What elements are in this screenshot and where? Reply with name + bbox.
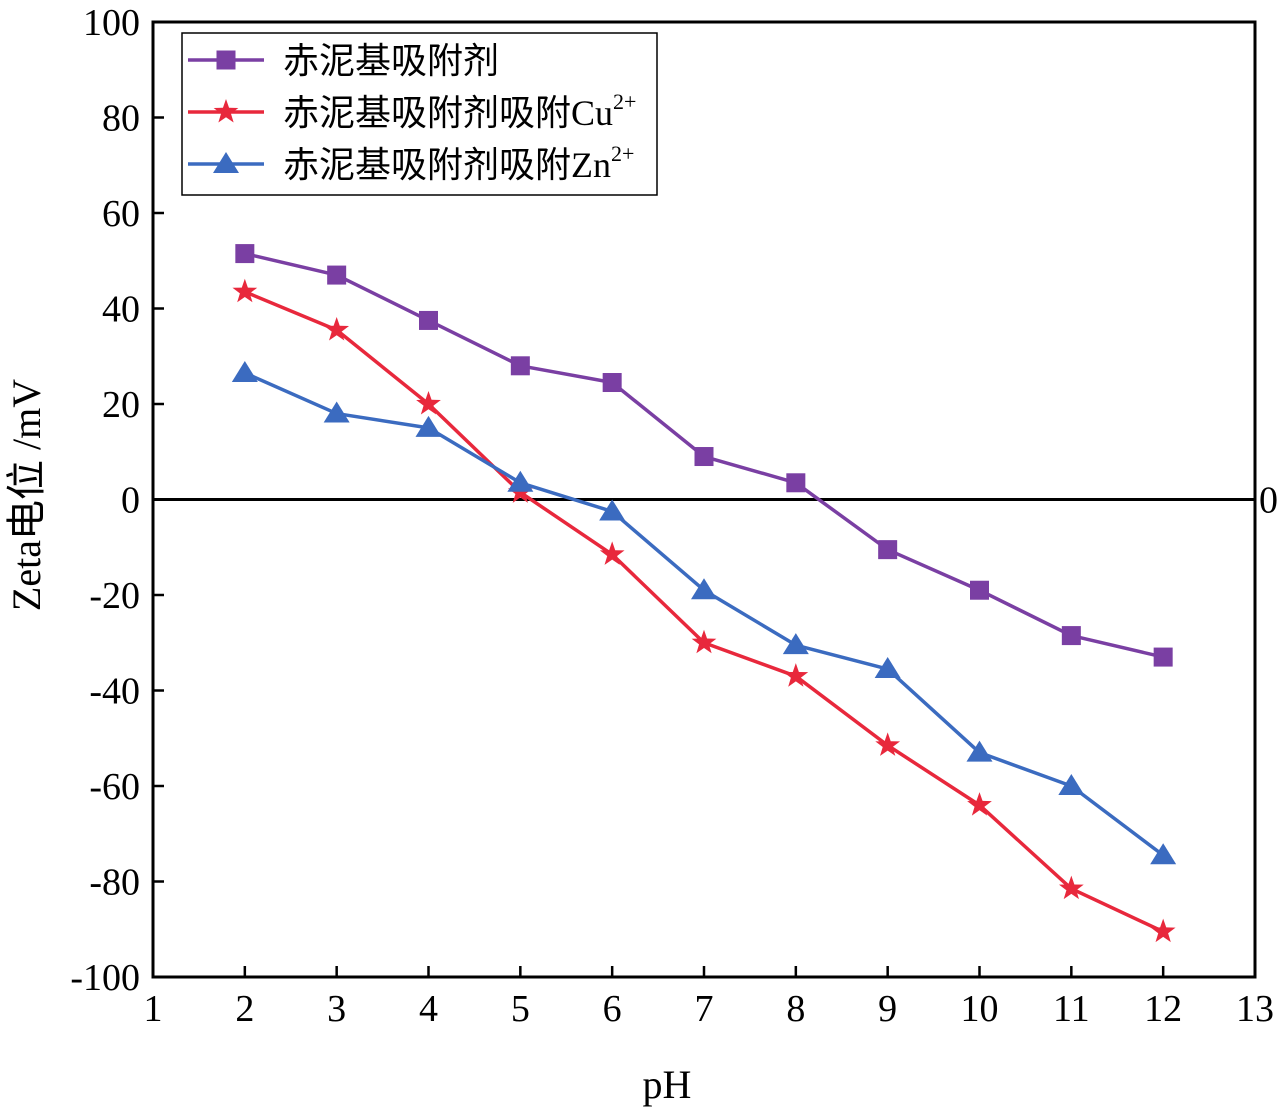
- data-point: [599, 499, 626, 521]
- data-point: [878, 540, 898, 560]
- y-tick-label: 20: [102, 384, 140, 426]
- data-point: [691, 629, 717, 654]
- y-tick-label: -40: [89, 671, 140, 713]
- x-tick-label: 13: [1236, 988, 1274, 1030]
- x-tick-label: 3: [327, 988, 346, 1030]
- y-tick-label: 60: [102, 193, 140, 235]
- legend-entry: 赤泥基吸附剂吸附Cu2+: [188, 89, 636, 133]
- data-point: [510, 356, 530, 376]
- y-tick-label: 100: [83, 2, 140, 44]
- x-tick-label: 11: [1053, 988, 1090, 1030]
- y-axis-title: Zeta电位 /mV: [4, 379, 49, 611]
- zero-reference-label: 0: [1259, 480, 1278, 522]
- data-point: [415, 415, 442, 437]
- data-point: [323, 401, 350, 423]
- data-point: [599, 541, 625, 565]
- y-tick-label: 40: [102, 289, 140, 331]
- x-tick-label: 1: [144, 988, 163, 1030]
- series-triangle: [231, 360, 1177, 865]
- data-point: [507, 470, 534, 492]
- data-point: [691, 578, 717, 600]
- series-star: [232, 278, 1176, 943]
- y-tick-label: -100: [70, 957, 140, 999]
- x-tick-label: 9: [878, 988, 897, 1030]
- data-point: [786, 473, 806, 493]
- x-tick-label: 7: [695, 988, 714, 1030]
- data-point: [1150, 918, 1176, 943]
- data-point: [235, 244, 255, 264]
- y-tick-label: 0: [121, 480, 140, 522]
- data-point: [874, 657, 901, 679]
- data-point: [1153, 647, 1173, 667]
- legend-entry: 赤泥基吸附剂: [188, 41, 499, 81]
- series-square: [235, 244, 1173, 667]
- legend-label-superscript: 2+: [613, 89, 636, 114]
- data-point: [327, 265, 347, 285]
- data-point: [232, 278, 258, 303]
- data-point: [324, 316, 350, 341]
- legend-label: 赤泥基吸附剂吸附Zn2+: [283, 141, 634, 185]
- y-tick-label: 80: [102, 98, 140, 140]
- y-tick-label: -60: [89, 766, 140, 808]
- data-point: [783, 663, 809, 687]
- data-point: [970, 580, 989, 600]
- data-point: [602, 373, 622, 393]
- data-point: [1150, 843, 1177, 865]
- data-point: [1058, 875, 1084, 900]
- x-tick-label: 10: [961, 988, 999, 1030]
- legend-marker: [213, 99, 239, 123]
- data-point: [416, 391, 441, 415]
- y-tick-label: -80: [89, 862, 140, 904]
- data-point: [419, 310, 438, 330]
- x-tick-label: 6: [603, 988, 622, 1030]
- data-point: [1061, 626, 1081, 646]
- x-axis-title: pH: [643, 1062, 692, 1107]
- data-point: [875, 732, 901, 756]
- x-tick-label: 5: [511, 988, 530, 1030]
- legend-label: 赤泥基吸附剂: [283, 41, 499, 81]
- data-point: [694, 447, 714, 467]
- legend-label: 赤泥基吸附剂吸附Cu2+: [283, 89, 636, 133]
- legend-marker: [213, 152, 239, 173]
- data-point: [966, 740, 993, 762]
- legend-marker: [216, 50, 236, 70]
- legend-label-superscript: 2+: [611, 141, 634, 166]
- x-tick-label: 2: [235, 988, 254, 1030]
- legend-entry: 赤泥基吸附剂吸附Zn2+: [188, 141, 634, 185]
- data-point: [231, 360, 258, 382]
- data-point: [967, 792, 992, 816]
- y-tick-label: -20: [89, 575, 140, 617]
- x-tick-label: 12: [1144, 988, 1182, 1030]
- data-point: [1058, 774, 1085, 795]
- x-tick-label: 4: [419, 988, 438, 1030]
- data-point: [782, 633, 809, 655]
- x-tick-label: 8: [786, 988, 805, 1030]
